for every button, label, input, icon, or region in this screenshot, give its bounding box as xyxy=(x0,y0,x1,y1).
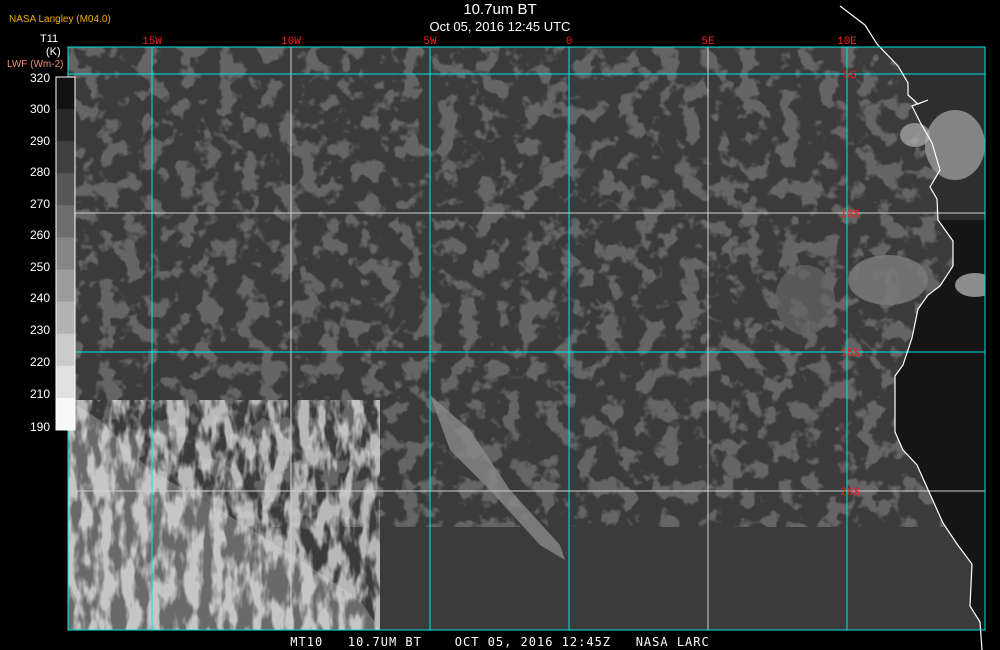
latitude-label: 20S xyxy=(840,487,860,499)
colorbar-segment xyxy=(56,301,75,335)
colorbar-tick-label: 220 xyxy=(29,355,50,369)
colorbar-tick-label: 260 xyxy=(29,228,50,242)
colorbar-tick-label: 210 xyxy=(29,387,50,401)
colorbar-segment xyxy=(56,205,75,238)
land-cloud xyxy=(925,110,985,180)
image-datetime: Oct 05, 2016 12:45 UTC xyxy=(429,19,571,34)
longitude-label: 0 xyxy=(566,36,573,48)
longitude-label: 15W xyxy=(142,36,162,48)
colorbar-segment xyxy=(56,109,75,142)
colorbar-segment xyxy=(56,397,75,431)
colorbar-tick-label: 320 xyxy=(29,71,50,85)
land-cloud xyxy=(955,273,985,297)
coastline xyxy=(839,5,983,650)
ocean-cloud xyxy=(775,265,835,335)
colorbar-segment xyxy=(56,333,75,367)
longitude-label: 10E xyxy=(837,36,857,48)
credit-label: NASA Langley (M04.0) xyxy=(9,14,111,25)
colorbar-tick-label: 230 xyxy=(29,323,50,337)
footer-caption: MT10 10.7UM BT OCT 05, 2016 12:45Z NASA … xyxy=(290,635,710,649)
southwest-cloud-field xyxy=(68,400,380,630)
colorbar-tick-label: 250 xyxy=(29,260,50,274)
colorbar-segment xyxy=(56,365,75,399)
colorbar-tick-label: 270 xyxy=(29,197,50,211)
colorbar-unit: (K) xyxy=(46,46,61,58)
longitude-label: 10W xyxy=(281,36,301,48)
colorbar-secondary-label: LWF (Wm-2) xyxy=(7,59,64,70)
colorbar-tick-label: 190 xyxy=(29,420,50,434)
colorbar-frame xyxy=(55,76,76,431)
image-title: 10.7um BT xyxy=(463,1,537,18)
colorbar-segment xyxy=(56,269,75,303)
longitude-label: 5W xyxy=(423,36,437,48)
colorbar-tick-label: 280 xyxy=(29,165,50,179)
colorbar-segment xyxy=(56,173,75,206)
colorbar-tick-label: 240 xyxy=(29,291,50,305)
longitude-label: 5E xyxy=(701,36,715,48)
colorbar-variable: T11 xyxy=(40,33,59,45)
colorbar-segment xyxy=(56,77,75,110)
land-cloud xyxy=(900,123,930,147)
graticule: 15W 10W 5W 0 5E 10E 5S 10S 15S 20S xyxy=(68,36,985,630)
latitude-label: 15S xyxy=(840,348,860,360)
colorbar xyxy=(55,76,76,431)
cloud-streak xyxy=(430,395,565,560)
colorbar-segment xyxy=(56,237,75,271)
ocean-cloud xyxy=(848,255,928,305)
latitude-label: 10S xyxy=(840,209,860,221)
colorbar-tick-label: 290 xyxy=(29,134,50,148)
colorbar-segment xyxy=(56,141,75,174)
latitude-label: 5S xyxy=(843,70,857,82)
colorbar-tick-label: 300 xyxy=(29,102,50,116)
